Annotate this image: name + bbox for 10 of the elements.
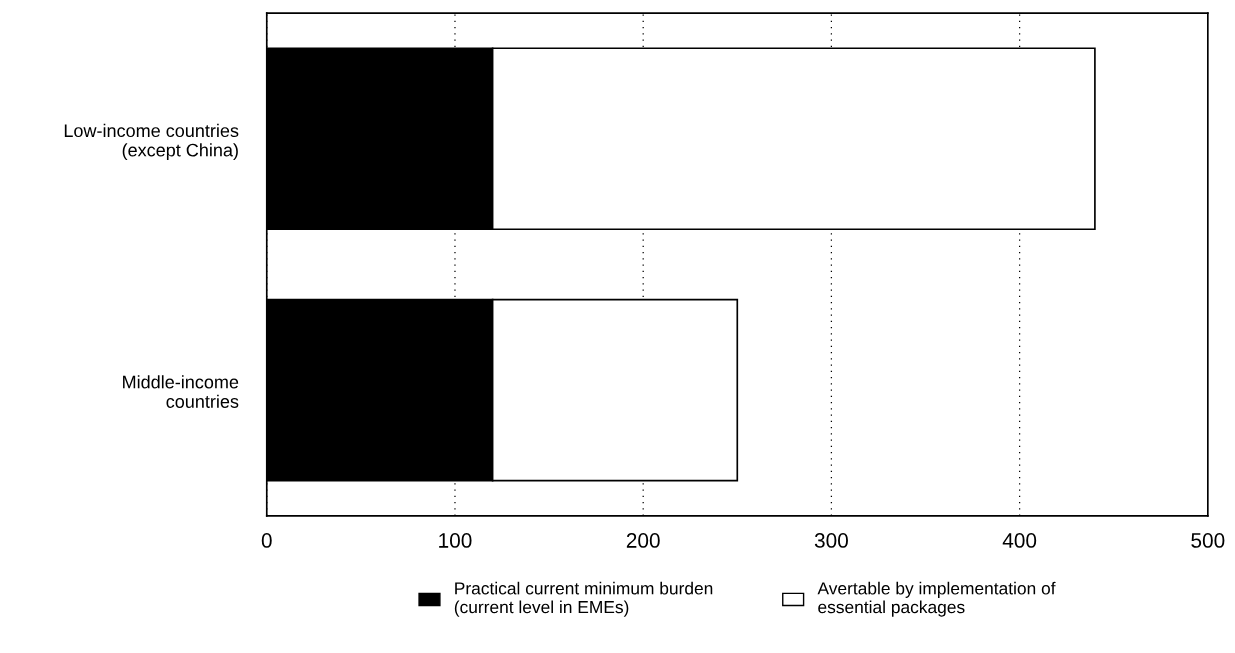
y-tick-label: Middle-income countries	[123, 375, 239, 408]
x-tick-label: 400	[1002, 533, 1037, 548]
x-tick-label: 100	[439, 533, 472, 548]
x-tick-label: 200	[626, 533, 660, 548]
y-tick-label: Low-income countries (except China)	[64, 123, 239, 161]
x-tick-label: 500	[1191, 533, 1225, 548]
x-tick-label: 300	[814, 533, 848, 548]
legend-label: Avertable by implementation of essential packages	[817, 581, 1056, 617]
legend-label: Practical current minimum burden (current level in EMEs)	[454, 581, 713, 617]
x-tick-label: 0	[261, 533, 272, 548]
